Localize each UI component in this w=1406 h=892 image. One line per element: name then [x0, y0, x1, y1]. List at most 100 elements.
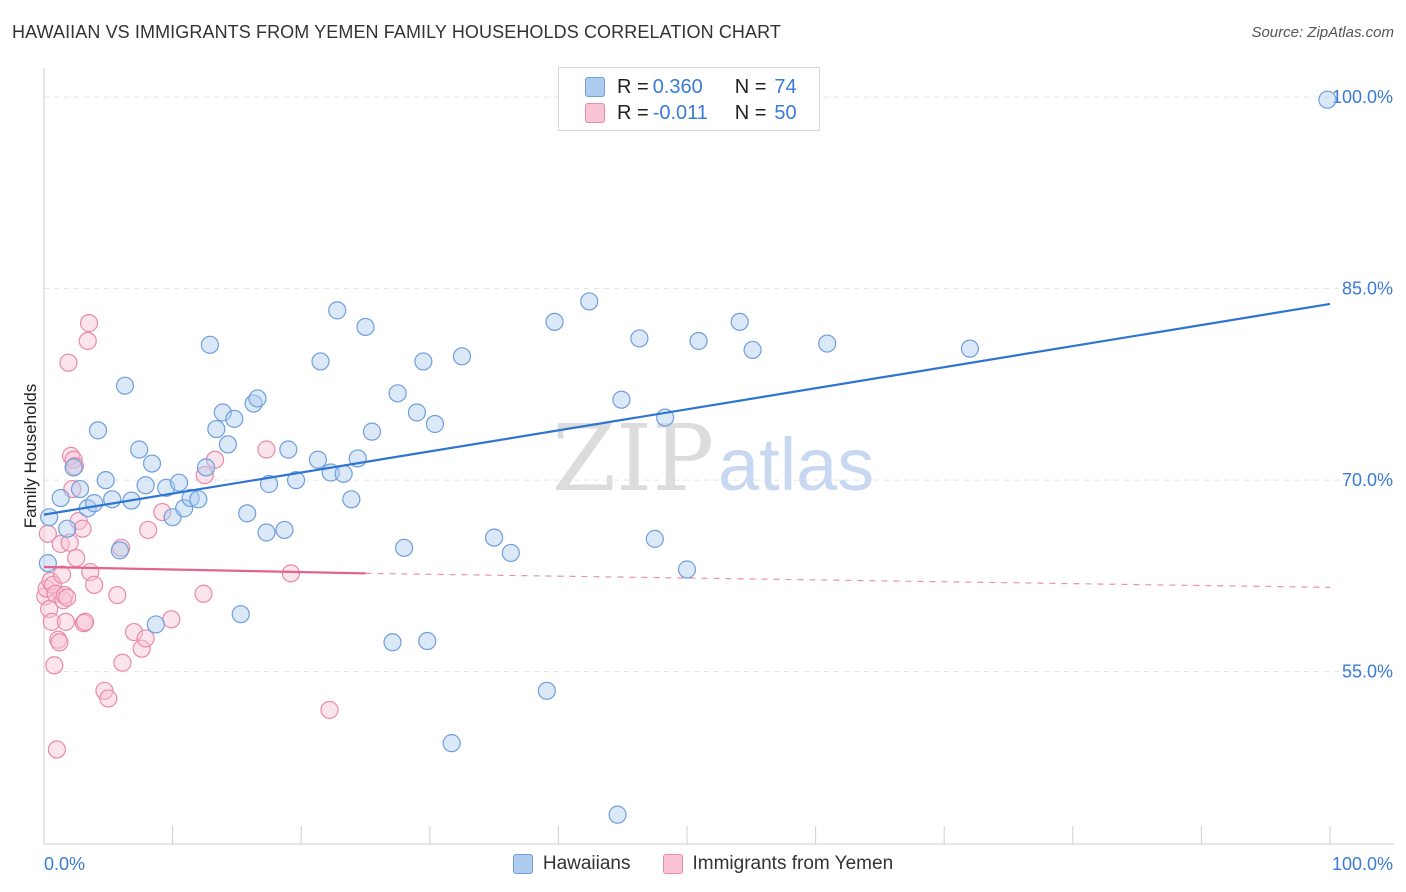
hawaiians-trend-line	[43, 302, 1331, 516]
chart-title: HAWAIIAN VS IMMIGRANTS FROM YEMEN FAMILY…	[12, 22, 781, 42]
hawaiians-point	[40, 508, 59, 527]
series-hawaiians-points	[38, 90, 1337, 824]
hawaiians-point	[196, 458, 216, 477]
hawaiians-point	[200, 335, 219, 354]
correlation-legend: R = 0.360 N = 74 R = -0.011 N = 50	[558, 67, 820, 131]
hawaiians-point	[630, 329, 649, 348]
legend-item-yemen[interactable]: Immigrants from Yemen	[662, 853, 893, 875]
hawaiians-point	[342, 490, 361, 509]
hawaiians-point	[645, 529, 664, 548]
yemen-point	[42, 612, 61, 631]
legend-n-label: N =	[734, 75, 767, 98]
hawaiians-point	[286, 471, 306, 490]
hawaiians-point	[275, 520, 294, 540]
y-tick-label: 70.0%	[1342, 470, 1393, 490]
yemen-trend-line-extension	[365, 572, 1331, 588]
hawaiians-point	[96, 471, 115, 490]
y-axis-label: Family Households	[21, 384, 40, 529]
yemen-point	[194, 584, 213, 603]
legend-r-label: R =	[617, 75, 649, 98]
yemen-point	[195, 465, 214, 485]
legend-n-value: 50	[774, 101, 797, 124]
hawaiians-point	[485, 528, 504, 547]
hawaiians-point	[818, 334, 837, 353]
hawaiians-point	[388, 384, 407, 403]
hawaiians-point	[537, 681, 556, 700]
hawaiians-point	[279, 440, 298, 459]
yemen-point	[67, 548, 86, 568]
series-legend: Hawaiians Immigrants from Yemen	[0, 852, 1406, 876]
hawaiians-point	[88, 421, 108, 440]
yemen-point	[281, 564, 301, 583]
y-tick-label: 55.0%	[1342, 662, 1393, 682]
yemen-point	[50, 633, 69, 652]
yemen-point	[52, 565, 72, 584]
hawaiians-point	[418, 631, 437, 651]
yemen-point	[132, 639, 151, 658]
yemen-trend-line	[43, 565, 366, 575]
axes	[43, 68, 1394, 845]
yemen-point	[45, 656, 64, 675]
hawaiians-point	[64, 458, 83, 477]
hawaiians-point	[452, 347, 472, 366]
yemen-point	[99, 689, 118, 708]
hawaiians-point	[545, 312, 564, 331]
legend-label-hawaiians: Hawaiians	[542, 853, 631, 874]
y-tick-label: 100.0%	[1332, 87, 1393, 107]
hawaiians-point	[248, 389, 267, 408]
yemen-point	[47, 740, 66, 759]
yemen-point	[162, 610, 181, 629]
yemen-point	[78, 331, 97, 351]
yemen-point	[108, 585, 127, 605]
hawaiians-point	[730, 312, 749, 331]
hawaiians-point	[414, 352, 433, 371]
hawaiians-point	[407, 403, 427, 422]
x-tick-label: 0.0%	[44, 854, 85, 874]
grid-lines	[44, 96, 1394, 673]
hawaiians-point	[743, 340, 762, 360]
trend-lines	[43, 302, 1331, 588]
hawaiians-point	[580, 292, 599, 311]
y-tick-label: 85.0%	[1342, 279, 1393, 299]
yemen-point	[59, 353, 78, 372]
yemen-point	[320, 700, 339, 720]
hawaiians-point	[259, 474, 279, 494]
yemen-point	[136, 629, 155, 648]
hawaiians-point	[383, 633, 402, 652]
yemen-point	[74, 614, 93, 633]
legend-swatch-yemen	[585, 103, 605, 123]
legend-item-hawaiians[interactable]: Hawaiians	[512, 853, 631, 875]
hawaiians-point	[238, 504, 257, 523]
yemen-point	[113, 653, 132, 672]
hawaiians-point	[960, 339, 980, 358]
hawaiians-point	[142, 454, 162, 473]
yemen-point	[139, 520, 158, 540]
legend-r-value: -0.011	[652, 101, 708, 124]
hawaiians-point	[85, 494, 104, 513]
hawaiians-point	[311, 352, 330, 371]
hawaiians-point	[175, 499, 194, 518]
hawaiians-point	[70, 479, 90, 499]
yemen-point	[124, 622, 144, 642]
x-tick-label: 100.0%	[1332, 854, 1393, 874]
hawaiians-point	[115, 376, 135, 395]
legend-r-label: R =	[617, 101, 649, 124]
y-tick-labels: 55.0% 70.0% 85.0% 100.0%	[1332, 87, 1393, 682]
yemen-point	[79, 314, 99, 333]
hawaiians-point	[689, 331, 708, 351]
yemen-point	[85, 575, 104, 594]
chart-source: Source: ZipAtlas.com	[1251, 24, 1394, 41]
hawaiians-point	[1318, 90, 1337, 109]
yemen-point	[58, 588, 77, 607]
series-yemen-points	[36, 314, 339, 759]
hawaiians-point	[608, 805, 627, 824]
legend-r-value: 0.360	[652, 75, 703, 98]
legend-row-yemen: R = -0.011 N = 50	[585, 101, 797, 125]
yemen-point	[56, 612, 75, 631]
legend-n-label: N =	[734, 101, 767, 124]
x-tick-labels: 0.0% 100.0%	[44, 854, 1393, 874]
hawaiians-point	[169, 473, 189, 492]
hawaiians-point	[362, 422, 382, 441]
yemen-point	[65, 457, 84, 476]
yemen-point	[55, 585, 74, 605]
